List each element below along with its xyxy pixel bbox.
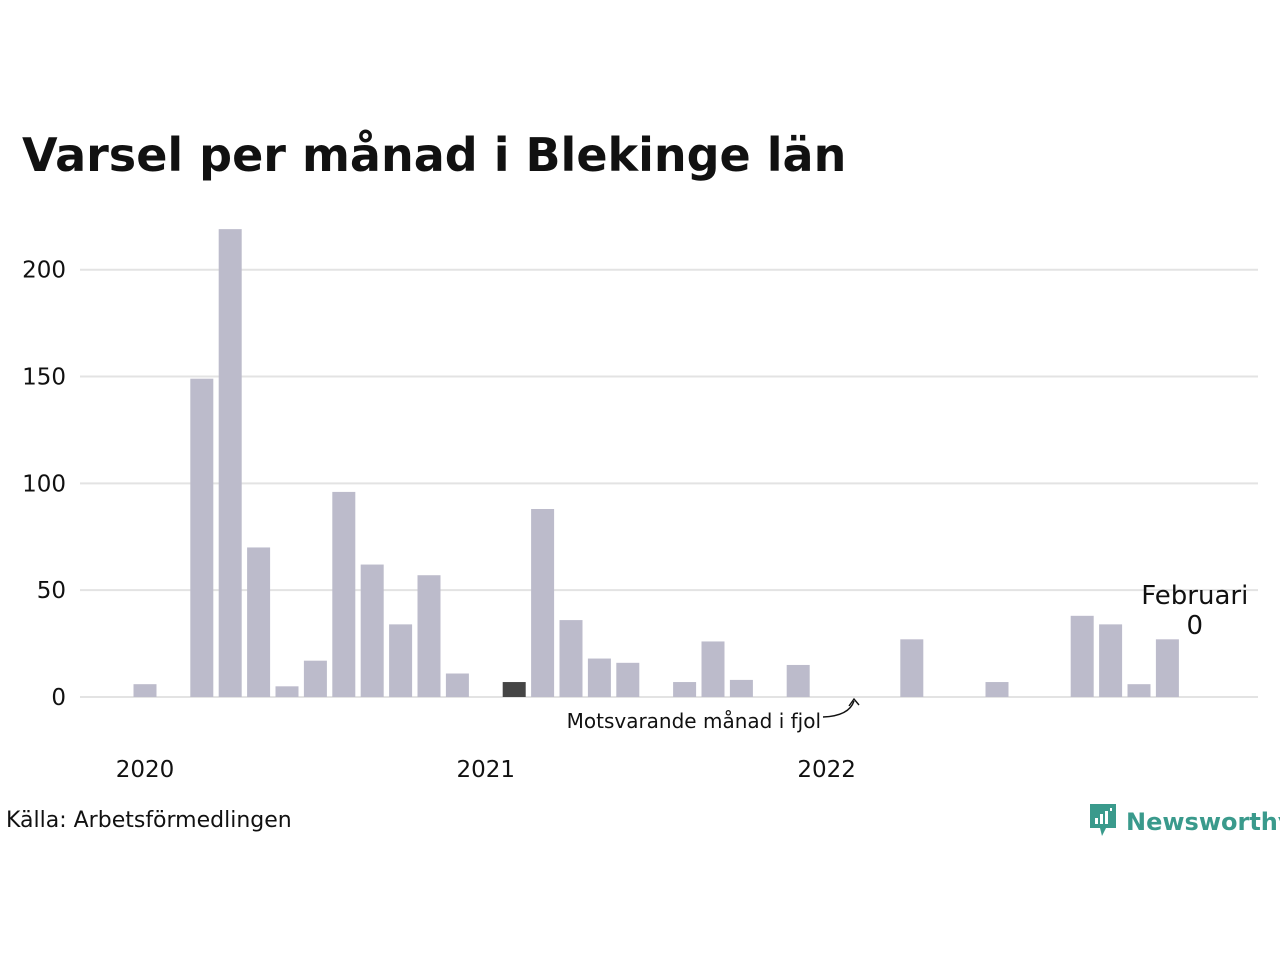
y-tick-label: 150 (22, 365, 66, 391)
x-tick-label: 2021 (457, 757, 516, 783)
y-tick-label: 200 (22, 258, 66, 284)
bar (587, 658, 611, 697)
bar (445, 673, 469, 697)
bar (786, 664, 810, 697)
bar (275, 686, 299, 697)
bar (247, 547, 271, 697)
latest-month-label: Februari (1141, 581, 1248, 611)
brand-name: Newsworthy (1126, 808, 1280, 836)
x-tick-label: 2020 (116, 757, 175, 783)
bar (673, 682, 697, 697)
y-tick-label: 0 (51, 685, 66, 711)
x-tick-label: 2022 (797, 757, 856, 783)
bar (985, 682, 1009, 697)
bar (1155, 639, 1179, 697)
newsworthy-logo-icon (1088, 802, 1118, 842)
bar (729, 679, 753, 697)
annotation-text: Motsvarande månad i fjol (567, 709, 821, 733)
bar-highlight (502, 682, 526, 697)
bar (360, 564, 384, 697)
bar (559, 620, 583, 697)
bar (1127, 684, 1151, 697)
annotation-arrow (822, 700, 855, 718)
bar (701, 641, 725, 697)
bar (900, 639, 924, 697)
bar (133, 684, 157, 697)
y-tick-label: 50 (37, 578, 66, 604)
source-note: Källa: Arbetsförmedlingen (6, 808, 292, 833)
bar (389, 624, 413, 697)
y-tick-label: 100 (22, 471, 66, 497)
bar (332, 491, 356, 697)
bar (417, 575, 441, 697)
bar (303, 660, 327, 697)
brand-logo: Newsworthy (1088, 802, 1280, 842)
bar (218, 229, 242, 698)
bar (616, 662, 640, 697)
bar (1099, 624, 1123, 697)
bar (531, 509, 555, 697)
latest-value-label: 0 (1187, 611, 1204, 641)
annotation-arrowhead (848, 697, 860, 707)
bar (190, 378, 214, 697)
bar (1070, 615, 1094, 697)
chart-title: Varsel per månad i Blekinge län (22, 128, 847, 182)
